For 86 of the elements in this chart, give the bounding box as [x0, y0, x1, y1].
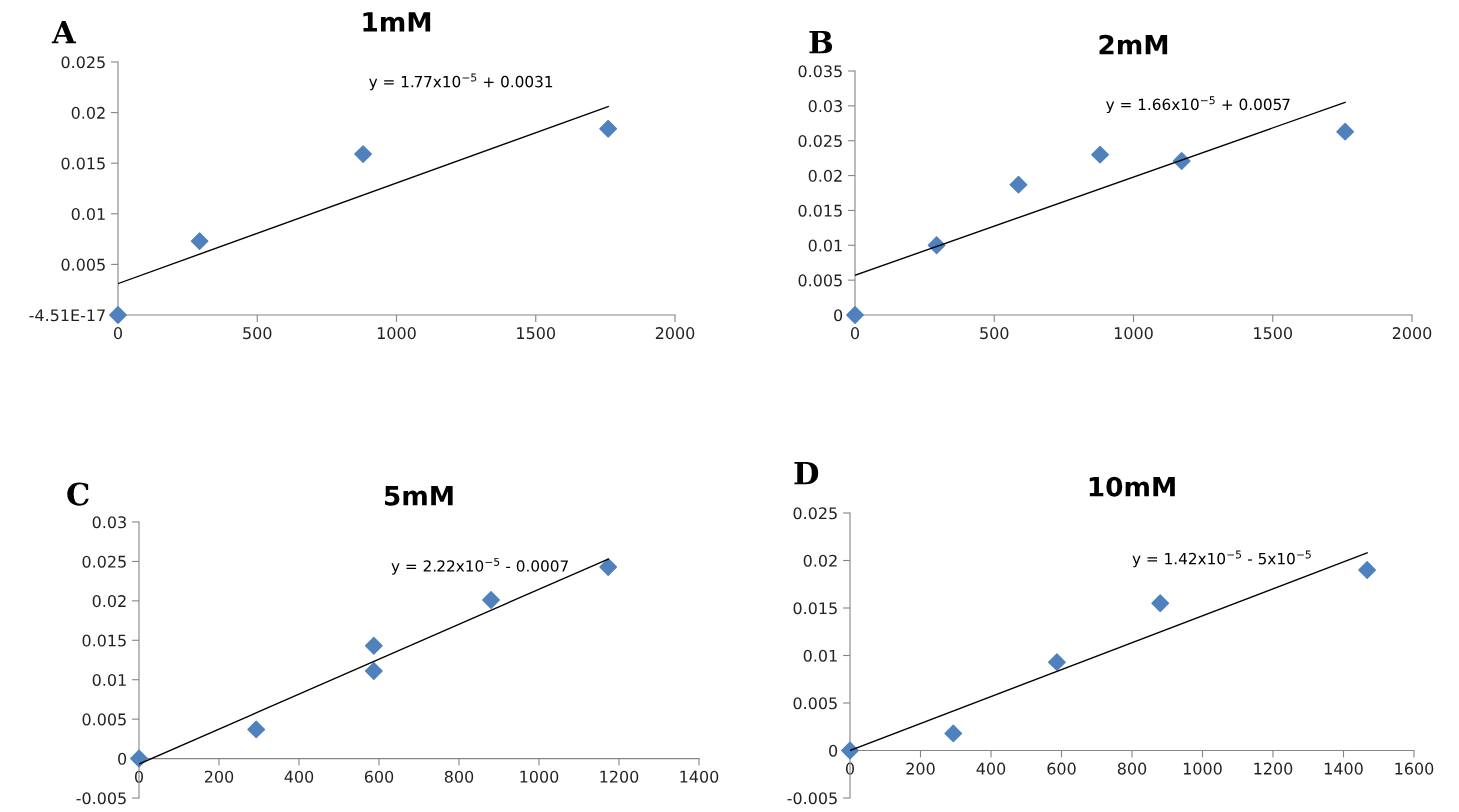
y-tick-label: 0.005 — [82, 713, 126, 726]
x-tick-label: 0 — [134, 770, 144, 783]
point — [1009, 175, 1028, 194]
x-tick-label: 0 — [850, 327, 860, 340]
y-tick-label: 0.025 — [793, 507, 837, 520]
point — [944, 724, 963, 743]
y-tick-label: 0.025 — [82, 555, 126, 568]
y-tick-label: 0.01 — [92, 673, 126, 687]
y-tick-label: 0.035 — [798, 65, 842, 78]
x-tick-label: 1200 — [1254, 762, 1293, 775]
point — [599, 119, 618, 138]
point — [364, 636, 383, 655]
y-tick-label: -0.005 — [787, 792, 837, 805]
point — [482, 591, 500, 609]
point — [841, 741, 859, 760]
y-tick-label: 0.01 — [71, 208, 105, 221]
point — [190, 232, 209, 251]
x-tick-label: 1000 — [1114, 327, 1153, 340]
point — [1091, 145, 1109, 164]
point — [599, 558, 618, 576]
y-tick-label: 0.005 — [61, 258, 105, 271]
point — [364, 662, 383, 680]
y-tick-label: 0.015 — [82, 634, 126, 647]
x-tick-label: 1400 — [1324, 762, 1363, 775]
text: A — [51, 20, 77, 44]
x-tick-label: 1500 — [1254, 327, 1293, 340]
x-tick-label: 1600 — [1395, 762, 1434, 775]
text: B — [809, 30, 833, 54]
text: C — [67, 482, 89, 506]
x-tick-label: 1000 — [1183, 762, 1222, 775]
point — [1336, 122, 1355, 141]
y-tick-label: 0.02 — [71, 106, 105, 119]
point — [1358, 561, 1377, 579]
y-tick-label: 0.01 — [808, 239, 842, 252]
y-tick-label: 0 — [829, 744, 838, 757]
text: D — [794, 461, 819, 485]
y-tick-label: -4.51E-17 — [29, 309, 105, 322]
x-tick-label: 1400 — [680, 770, 719, 783]
point — [846, 306, 864, 324]
y-tick-label: 0.025 — [798, 134, 842, 148]
x-tick-label: 2000 — [655, 327, 695, 340]
y-tick-label: 0 — [834, 309, 843, 322]
annotation: y = 1.77x10$^{−5}$ + 0.0031 — [369, 73, 553, 91]
x-tick-label: 200 — [906, 762, 935, 775]
x-tick-label: 1000 — [520, 770, 559, 783]
chart-title: 10mM — [1089, 476, 1175, 497]
chart-title: 1mM — [363, 12, 431, 32]
annotation: y = 1.66x10$^{−5}$ + 0.0057 — [1106, 96, 1290, 114]
x-tick-label: 0 — [845, 762, 855, 775]
chart-title: 5mM — [384, 486, 453, 506]
y-tick-label: 0.01 — [803, 649, 837, 662]
x-tick-label: 1500 — [517, 327, 556, 340]
x-tick-label: 800 — [444, 770, 474, 783]
y-tick-label: 0.025 — [61, 56, 105, 69]
x-tick-label: 200 — [204, 770, 234, 783]
y-tick-label: 0.02 — [808, 169, 842, 182]
point — [1048, 653, 1066, 672]
annotation: y = 1.42x10$^{−5}$ - 5x10$^{−5}$ — [1132, 550, 1311, 568]
x-tick-label: 1200 — [600, 770, 639, 783]
point — [247, 720, 266, 739]
y-tick-label: 0.03 — [808, 100, 842, 113]
x-tick-label: 500 — [243, 327, 272, 340]
chart-title: 2mM — [1099, 34, 1168, 55]
point — [130, 749, 148, 768]
x-tick-label: 600 — [1047, 762, 1076, 775]
x-tick-label: 2000 — [1392, 327, 1432, 340]
y-tick-label: 0.005 — [798, 274, 842, 287]
point — [1151, 594, 1170, 613]
x-tick-label: 1000 — [377, 327, 416, 340]
point — [109, 306, 127, 324]
y-tick-label: 0.005 — [793, 697, 837, 710]
y-tick-label: -0.005 — [76, 792, 126, 805]
point — [354, 145, 372, 164]
y-tick-label: 0.02 — [803, 554, 837, 567]
x-tick-label: 600 — [364, 770, 394, 783]
annotation: y = 2.22x10$^{−5}$ - 0.0007 — [391, 557, 568, 575]
y-tick-label: 0.03 — [92, 516, 126, 529]
x-tick-label: 500 — [980, 327, 1009, 340]
y-tick-label: 0.015 — [793, 602, 837, 615]
x-tick-label: 400 — [976, 762, 1006, 775]
x-tick-label: 400 — [284, 770, 314, 783]
y-tick-label: 0 — [118, 752, 127, 765]
y-tick-label: 0.015 — [61, 157, 105, 170]
y-tick-label: 0.02 — [92, 595, 126, 608]
y-tick-label: 0.015 — [798, 204, 842, 217]
x-tick-label: 800 — [1117, 762, 1147, 775]
